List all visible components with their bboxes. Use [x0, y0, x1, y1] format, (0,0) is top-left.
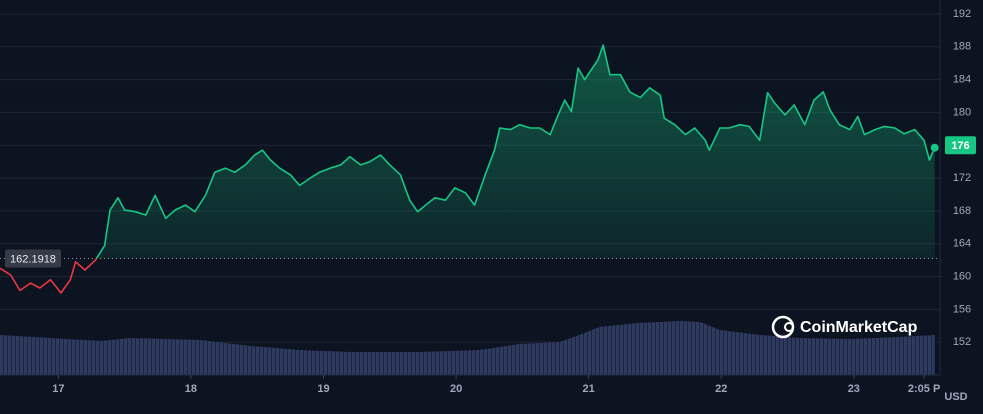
- x-tick-label: 22: [715, 383, 727, 395]
- x-tick-label: 21: [583, 383, 595, 395]
- price-tag-label: 176: [951, 140, 969, 152]
- x-tick-label: 2:05 P: [908, 383, 940, 395]
- plot: 162.1918: [0, 44, 940, 294]
- y-tick-label: 172: [953, 172, 971, 184]
- logo: [784, 322, 794, 332]
- y-tick-label: 192: [953, 8, 971, 20]
- x-tick-label: 17: [52, 383, 64, 395]
- last-point: [930, 143, 939, 152]
- y-tick-label: 188: [953, 41, 971, 53]
- unit-label: USD: [944, 391, 967, 403]
- x-tick-label: 19: [317, 383, 329, 395]
- y-tick-label: 164: [953, 238, 971, 250]
- x-tick-label: 23: [848, 383, 860, 395]
- watermark: CoinMarketCap: [771, 315, 918, 339]
- watermark-text: CoinMarketCap: [800, 319, 918, 336]
- y-tick-label: 160: [953, 270, 971, 282]
- baseline-tag: [5, 249, 61, 268]
- baseline-label: 162.1918: [10, 253, 56, 265]
- volume-area: [0, 321, 935, 375]
- volume: [0, 321, 935, 375]
- x-tick-label: 20: [450, 383, 462, 395]
- axes: 152 156 160 164 168 172 176 180 184 188 192 17 18 19 2…: [0, 0, 976, 395]
- y-tick-label: 184: [953, 74, 971, 86]
- y-tick-label: 168: [953, 205, 971, 217]
- price-area: [96, 45, 935, 259]
- price-line: [95, 44, 936, 259]
- y-tick-label: 180: [953, 106, 971, 118]
- y-tick-label: 156: [953, 303, 971, 315]
- y-tick-label: 152: [953, 336, 971, 348]
- logo: [771, 315, 795, 339]
- x-tick-label: 18: [185, 383, 197, 395]
- price-tag: [945, 136, 976, 155]
